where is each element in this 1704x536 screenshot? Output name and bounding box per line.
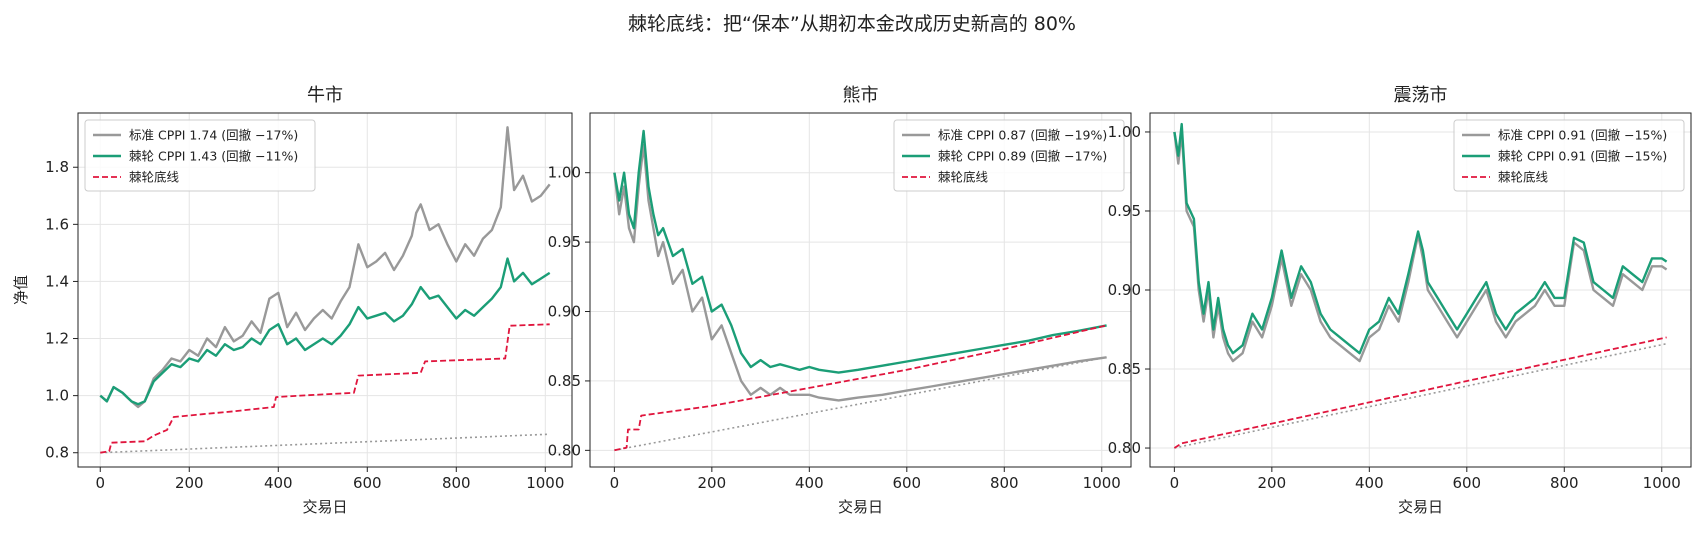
y-tick-label: 0.90 [1108, 281, 1141, 299]
legend-box [84, 119, 316, 192]
y-tick-label: 0.95 [1108, 202, 1141, 220]
chart-title: 熊市 [843, 85, 879, 106]
y-tick-label: 0.80 [1108, 439, 1141, 457]
x-tick-label: 400 [264, 474, 293, 492]
y-tick-label: 0.85 [548, 372, 581, 390]
series-line-standard [613, 143, 1107, 402]
legend-label: 标准 CPPI 0.87 (回撤 −19%) [938, 128, 1107, 143]
x-tick-label: 0 [1170, 474, 1180, 492]
chart-panel-3: 0 200 400 600 800 1000 0.80 0.85 0.90 0.95 1.00 震荡市… [1108, 85, 1692, 516]
x-axis-label: 交易日 [838, 498, 883, 516]
y-tick-label: 1.0 [45, 387, 69, 405]
y-tick-label: 1.2 [45, 330, 69, 348]
y-tick-label: 0.80 [548, 441, 581, 459]
y-tick-label: 1.4 [45, 272, 69, 290]
x-tick-label: 400 [1355, 474, 1384, 492]
legend: 标准 CPPI 1.74 (回撤 −17%) 棘轮 CPPI 1.43 (回撤 −… [84, 119, 316, 192]
x-tick-label: 1000 [1643, 474, 1681, 492]
y-axis-label: 净值 [12, 275, 30, 305]
x-tick-label: 600 [353, 474, 382, 492]
x-axis-label: 交易日 [302, 498, 347, 516]
x-tick-label: 600 [892, 474, 921, 492]
chart-title: 牛市 [307, 85, 343, 106]
series-line-floor [614, 324, 1107, 452]
y-tick-label: 0.8 [45, 444, 69, 462]
y-tick-label: 0.95 [548, 233, 581, 251]
x-tick-label: 800 [990, 474, 1019, 492]
x-tick-label: 0 [610, 474, 620, 492]
series-line-static_floor [100, 433, 550, 454]
figure-suptitle: 棘轮底线：把“保本”从期初本金改成历史新高的 80% [628, 13, 1076, 35]
series-line-floor [100, 323, 550, 454]
x-tick-label: 200 [698, 474, 727, 492]
series-line-standard [99, 126, 551, 409]
y-tick-label: 0.85 [1108, 360, 1141, 378]
legend-label: 棘轮底线 [1498, 170, 1549, 185]
y-tick-label: 1.6 [45, 215, 69, 233]
legend-box [1453, 119, 1685, 192]
plot-frame [77, 112, 573, 468]
series-line-floor [1173, 336, 1667, 449]
x-tick-label: 600 [1452, 474, 1481, 492]
chart-title: 震荡市 [1394, 85, 1448, 106]
series-line-static_floor [614, 356, 1107, 452]
y-tick-label: 0.90 [548, 303, 581, 321]
series-line-static_floor [1174, 342, 1667, 449]
x-axis-label: 交易日 [1398, 498, 1443, 516]
series-line-ratchet [99, 257, 551, 406]
legend-label: 棘轮 CPPI 1.43 (回撤 −11%) [129, 149, 298, 164]
legend-box [893, 119, 1125, 192]
series-line-ratchet [613, 129, 1107, 374]
legend-label: 标准 CPPI 1.74 (回撤 −17%) [129, 128, 298, 143]
series-line-ratchet [1173, 122, 1668, 355]
series-line-standard [1173, 130, 1668, 363]
x-tick-label: 200 [175, 474, 204, 492]
legend-label: 棘轮底线 [938, 170, 989, 185]
y-tick-label: 1.8 [45, 158, 69, 176]
legend-label: 棘轮底线 [129, 170, 180, 185]
x-tick-label: 800 [442, 474, 471, 492]
x-tick-label: 1000 [526, 474, 564, 492]
x-tick-label: 1000 [1083, 474, 1121, 492]
x-tick-label: 400 [795, 474, 824, 492]
x-tick-label: 0 [95, 474, 105, 492]
chart-panel-2: 0 200 400 600 800 1000 0.80 0.85 0.90 0.95 1.00 熊市交… [548, 85, 1132, 516]
plot-frame [589, 112, 1132, 468]
legend-label: 棘轮 CPPI 0.91 (回撤 −15%) [1498, 149, 1667, 164]
legend: 标准 CPPI 0.87 (回撤 −19%) 棘轮 CPPI 0.89 (回撤 −… [893, 119, 1125, 192]
legend-label: 标准 CPPI 0.91 (回撤 −15%) [1498, 128, 1667, 143]
y-tick-label: 1.00 [548, 164, 581, 182]
y-tick-label: 1.00 [1108, 123, 1141, 141]
chart-panel-1: 0 200 400 600 800 1000 0.8 1.0 1.2 1.4 1.6 1.8 牛市交易日… [12, 85, 573, 516]
x-tick-label: 200 [1258, 474, 1287, 492]
x-tick-label: 800 [1550, 474, 1579, 492]
legend: 标准 CPPI 0.91 (回撤 −15%) 棘轮 CPPI 0.91 (回撤 −… [1453, 119, 1685, 192]
legend-label: 棘轮 CPPI 0.89 (回撤 −17%) [938, 149, 1107, 164]
